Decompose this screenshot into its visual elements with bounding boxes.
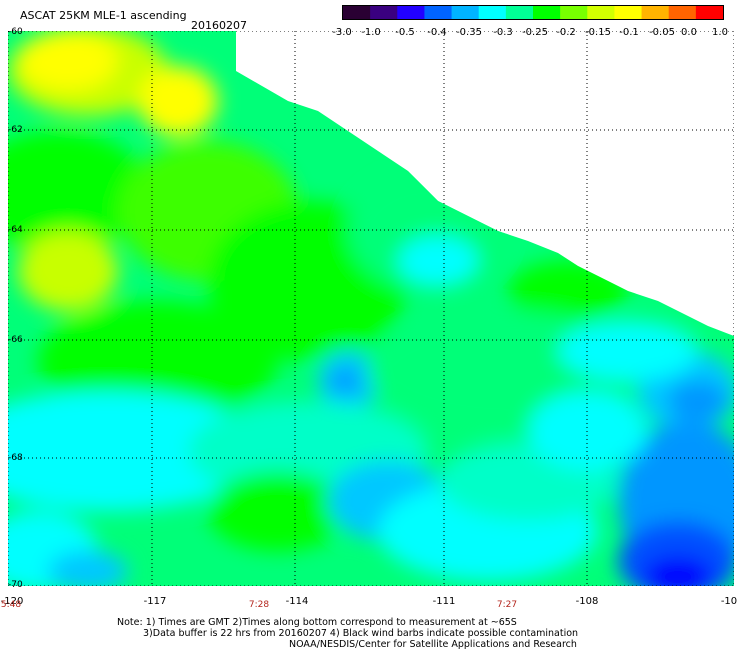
colorbar-segment [451, 6, 480, 19]
colorbar-segment [560, 6, 588, 19]
colorbar-tick-label: -0.3 [493, 27, 513, 38]
colorbar-tick-label: -0.2 [556, 27, 576, 38]
time-label: 7:28 [248, 600, 270, 610]
colorbar-tick-label: 0.0 [681, 27, 697, 38]
colorbar-segment [695, 6, 723, 19]
colorbar [342, 5, 724, 20]
note-line-1: Note: 1) Times are GMT 2)Times along bot… [117, 617, 517, 628]
colorbar-tick-label: -0.5 [395, 27, 415, 38]
longitude-label: -120 [0, 596, 24, 607]
latitude-label: -68 [8, 453, 23, 463]
colorbar-segment [343, 6, 371, 19]
longitude-label: -10 [720, 596, 738, 607]
longitude-label: -108 [575, 596, 599, 607]
colorbar-tick-label: 1.0 [712, 27, 728, 38]
colorbar-segment [478, 6, 507, 19]
longitude-label: -111 [432, 596, 456, 607]
colorbar-tick-label: -3.0 [332, 27, 352, 38]
time-label: 7:27 [496, 600, 518, 610]
colorbar-tick-label: -0.1 [619, 27, 639, 38]
colorbar-segment [533, 6, 561, 19]
map-date: 20160207 [191, 19, 247, 32]
colorbar-segment [668, 6, 697, 19]
latitude-label: -70 [8, 580, 23, 590]
colorbar-segment [587, 6, 616, 19]
wind-field-patch [643, 556, 713, 586]
wind-field-patch [331, 369, 359, 393]
colorbar-tick-label: -0.15 [585, 27, 611, 38]
note-line-3: NOAA/NESDIS/Center for Satellite Applica… [289, 639, 577, 650]
wind-field-patch [18, 231, 118, 311]
wind-field-patch [668, 381, 728, 421]
wind-field-patch [8, 391, 268, 511]
colorbar-segment [614, 6, 643, 19]
wind-field-patch [138, 66, 218, 136]
time-label: 5:48 [0, 600, 22, 610]
note-line-2: 3)Data buffer is 22 hrs from 20160207 4)… [143, 628, 579, 639]
wind-field-patch [508, 261, 628, 321]
wind-field-patch [398, 236, 478, 286]
colorbar-segment [505, 6, 534, 19]
wind-field-patch [8, 131, 148, 251]
latitude-label: -62 [8, 125, 23, 135]
wind-field-patch [558, 321, 698, 381]
longitude-label: -117 [143, 596, 167, 607]
colorbar-segment [641, 6, 670, 19]
latitude-label: -66 [8, 335, 23, 345]
graticule [8, 31, 734, 586]
colorbar-tick-label: -0.25 [522, 27, 548, 38]
wind-field-patch [48, 551, 128, 586]
data-swath [8, 31, 734, 586]
longitude-label: -114 [285, 596, 309, 607]
colorbar-tick-label: -0.4 [427, 27, 447, 38]
colorbar-segment [397, 6, 426, 19]
wind-field-map [8, 31, 734, 586]
map-area [8, 31, 734, 586]
colorbar-tick-label: -0.35 [456, 27, 482, 38]
wind-field-patch [38, 301, 278, 421]
colorbar-tick-label: -1.0 [361, 27, 381, 38]
wind-field-patch [528, 391, 648, 471]
colorbar-segment [370, 6, 398, 19]
colorbar-tick-label: -0.05 [649, 27, 675, 38]
colorbar-segment [424, 6, 453, 19]
latitude-label: -60 [8, 27, 23, 37]
latitude-label: -64 [8, 225, 23, 235]
map-title: ASCAT 25KM MLE-1 ascending [20, 9, 187, 22]
wind-field-patch [208, 471, 348, 551]
wind-field-patch [18, 31, 118, 91]
